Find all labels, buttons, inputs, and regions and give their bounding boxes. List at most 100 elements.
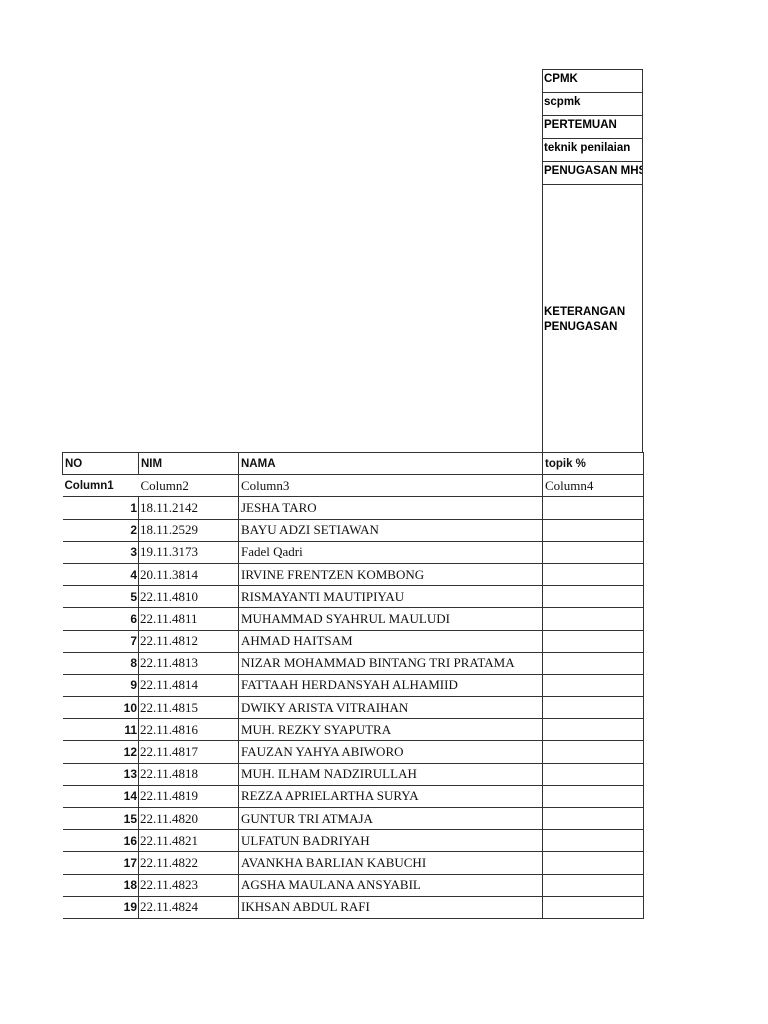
topik-cell [542, 851, 644, 875]
nim-cell: 22.11.4814 [138, 674, 239, 698]
table-row: 17 22.11.4822 AVANKHA BARLIAN KABUCHI [62, 851, 644, 875]
nim-cell: 22.11.4819 [138, 785, 239, 809]
table-row: 18 22.11.4823 AGSHA MAULANA ANSYABIL [62, 874, 644, 897]
topik-cell [542, 585, 644, 609]
nim-cell: 22.11.4818 [138, 763, 239, 786]
nama-cell: MUHAMMAD SYAHRUL MAULUDI [238, 607, 543, 631]
nim-cell: 22.11.4822 [138, 851, 239, 875]
no-cell: 14 [62, 785, 139, 809]
topik-cell [542, 785, 644, 809]
nim-cell: 20.11.3814 [138, 563, 239, 587]
nama-cell: MUH. ILHAM NADZIRULLAH [238, 763, 543, 786]
column1-label: Column1 [62, 474, 139, 498]
table-row: 19 22.11.4824 IKHSAN ABDUL RAFI [62, 896, 644, 919]
teknik-penilaian-cell: teknik penilaian [542, 138, 643, 161]
no-cell: 1 [62, 496, 139, 520]
table-row: 16 22.11.4821 ULFATUN BADRIYAH [62, 829, 644, 853]
topik-cell [542, 519, 644, 542]
no-cell: 8 [62, 652, 139, 675]
nama-cell: IKHSAN ABDUL RAFI [238, 896, 543, 919]
nim-cell: 22.11.4824 [138, 896, 239, 919]
no-cell: 5 [62, 585, 139, 609]
column4-label: Column4 [542, 474, 644, 498]
table-row: 10 22.11.4815 DWIKY ARISTA VITRAIHAN [62, 696, 644, 720]
topik-cell [542, 896, 644, 919]
keterangan-label: KETERANGAN PENUGASAN [544, 306, 626, 333]
header-nim: NIM [138, 451, 239, 476]
nama-cell: JESHA TARO [238, 496, 543, 520]
nim-cell: 22.11.4813 [138, 652, 239, 675]
nama-cell: GUNTUR TRI ATMAJA [238, 807, 543, 831]
table-row: 6 22.11.4811 MUHAMMAD SYAHRUL MAULUDI [62, 607, 644, 631]
nama-cell: FATTAAH HERDANSYAH ALHAMIID [238, 674, 543, 698]
topik-cell [542, 630, 644, 653]
no-cell: 18 [62, 874, 139, 897]
no-cell: 3 [62, 541, 139, 564]
topik-cell [542, 740, 644, 764]
no-cell: 13 [62, 763, 139, 786]
no-cell: 6 [62, 607, 139, 631]
nim-cell: 22.11.4821 [138, 829, 239, 853]
nama-cell: DWIKY ARISTA VITRAIHAN [238, 696, 543, 720]
nim-cell: 22.11.4815 [138, 696, 239, 720]
nim-cell: 22.11.4816 [138, 718, 239, 742]
table-row: 14 22.11.4819 REZZA APRIELARTHA SURYA [62, 785, 644, 809]
nim-cell: 19.11.3173 [138, 541, 239, 564]
table-row: 2 18.11.2529 BAYU ADZI SETIAWAN [62, 519, 644, 542]
nama-cell: BAYU ADZI SETIAWAN [238, 519, 543, 542]
no-cell: 2 [62, 519, 139, 542]
nama-cell: MUH. REZKY SYAPUTRA [238, 718, 543, 742]
topik-cell [542, 607, 644, 631]
no-cell: 9 [62, 674, 139, 698]
no-cell: 10 [62, 696, 139, 720]
nama-cell: AHMAD HAITSAM [238, 630, 543, 653]
topik-cell [542, 829, 644, 853]
no-cell: 16 [62, 829, 139, 853]
table-row: 5 22.11.4810 RISMAYANTI MAUTIPIYAU [62, 585, 644, 609]
nama-cell: Fadel Qadri [238, 541, 543, 564]
table-row: 3 19.11.3173 Fadel Qadri [62, 541, 644, 564]
nama-cell: REZZA APRIELARTHA SURYA [238, 785, 543, 809]
student-table: NO NIM NAMA topik % Column1 Column2 Colu… [62, 451, 644, 919]
topik-cell [542, 541, 644, 564]
header-nama: NAMA [238, 451, 543, 476]
topik-cell [542, 763, 644, 786]
nim-cell: 22.11.4817 [138, 740, 239, 764]
no-cell: 15 [62, 807, 139, 831]
scpmk-cell: scpmk [542, 92, 643, 115]
nama-cell: IRVINE FRENTZEN KOMBONG [238, 563, 543, 587]
topik-cell [542, 496, 644, 520]
table-row: 11 22.11.4816 MUH. REZKY SYAPUTRA [62, 718, 644, 742]
table-row: 4 20.11.3814 IRVINE FRENTZEN KOMBONG [62, 563, 644, 587]
topik-cell [542, 674, 644, 698]
nama-cell: RISMAYANTI MAUTIPIYAU [238, 585, 543, 609]
nama-cell: AVANKHA BARLIAN KABUCHI [238, 851, 543, 875]
penugasan-mhs-cell: PENUGASAN MHS [542, 161, 643, 184]
no-cell: 19 [62, 896, 139, 919]
subheader-row: Column1 Column2 Column3 Column4 [62, 474, 644, 498]
topik-cell [542, 696, 644, 720]
pertemuan-cell: PERTEMUAN [542, 115, 643, 138]
nama-cell: AGSHA MAULANA ANSYABIL [238, 874, 543, 897]
column2-label: Column2 [138, 474, 239, 498]
no-cell: 17 [62, 851, 139, 875]
table-row: 9 22.11.4814 FATTAAH HERDANSYAH ALHAMIID [62, 674, 644, 698]
header-no: NO [62, 451, 139, 476]
nim-cell: 22.11.4820 [138, 807, 239, 831]
table-row: 12 22.11.4817 FAUZAN YAHYA ABIWORO [62, 740, 644, 764]
topik-cell [542, 563, 644, 587]
nim-cell: 18.11.2142 [138, 496, 239, 520]
table-row: 7 22.11.4812 AHMAD HAITSAM [62, 630, 644, 653]
keterangan-penugasan-cell: KETERANGAN PENUGASAN [542, 184, 643, 452]
topik-cell [542, 807, 644, 831]
topik-cell [542, 874, 644, 897]
topik-cell [542, 718, 644, 742]
nama-cell: FAUZAN YAHYA ABIWORO [238, 740, 543, 764]
table-row: 13 22.11.4818 MUH. ILHAM NADZIRULLAH [62, 763, 644, 786]
nim-cell: 22.11.4810 [138, 585, 239, 609]
nama-cell: NIZAR MOHAMMAD BINTANG TRI PRATAMA [238, 652, 543, 675]
header-topik: topik % [542, 451, 644, 476]
nim-cell: 22.11.4811 [138, 607, 239, 631]
nim-cell: 22.11.4812 [138, 630, 239, 653]
nim-cell: 22.11.4823 [138, 874, 239, 897]
